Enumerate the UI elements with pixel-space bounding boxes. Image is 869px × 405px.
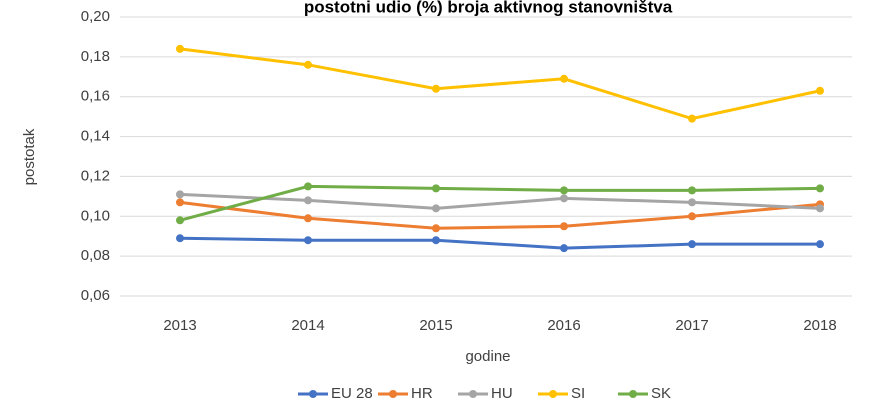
legend-marker: [549, 390, 557, 398]
point: [560, 74, 568, 83]
point: [816, 204, 824, 213]
point: [176, 44, 184, 53]
legend-marker: [629, 390, 637, 398]
point: [688, 198, 696, 207]
point: [432, 224, 440, 233]
y-axis-label: postotak: [21, 128, 38, 185]
x-tick-label: 2018: [803, 317, 836, 334]
series-line: [179, 200, 821, 230]
y-tick-label: 0,06: [81, 287, 110, 304]
x-tick-label: 2017: [675, 317, 708, 334]
point: [560, 194, 568, 203]
series-line: [179, 184, 821, 222]
point: [176, 216, 184, 225]
point: [560, 244, 568, 253]
x-axis-label: godine: [465, 348, 510, 365]
series-line: [179, 236, 820, 250]
point: [432, 184, 440, 193]
legend-label: EU 28: [331, 385, 373, 402]
point: [304, 196, 312, 205]
y-tick-label: 0,10: [81, 207, 110, 224]
point: [304, 236, 312, 245]
legend-marker: [389, 390, 397, 398]
point: [688, 240, 696, 249]
point: [688, 186, 696, 195]
y-tick-label: 0,14: [81, 128, 110, 145]
legend-label: SI: [571, 385, 585, 402]
y-tick-label: 0,18: [81, 48, 110, 65]
point: [432, 84, 440, 93]
y-tick-label: 0,16: [81, 88, 110, 105]
legend-label: SK: [651, 385, 671, 402]
x-tick-label: 2015: [419, 317, 452, 334]
point: [816, 86, 824, 95]
point: [560, 186, 568, 195]
point: [560, 222, 568, 231]
legend-label: HR: [411, 385, 433, 402]
chart-title: postotni udio (%) broja aktivnog stanovn…: [304, 0, 673, 16]
y-tick-label: 0,20: [81, 8, 110, 25]
point: [688, 114, 696, 123]
point: [304, 60, 312, 69]
point: [176, 190, 184, 199]
legend-marker: [469, 390, 477, 398]
x-tick-label: 2016: [547, 317, 580, 334]
legend-label: HU: [491, 385, 513, 402]
legend-marker: [309, 390, 317, 398]
point: [304, 214, 312, 223]
point: [816, 184, 824, 193]
y-tick-label: 0,12: [81, 167, 110, 184]
point: [432, 204, 440, 213]
point: [816, 240, 824, 249]
point: [304, 182, 312, 191]
point: [176, 198, 184, 207]
point: [176, 234, 184, 243]
x-tick-label: 2013: [163, 317, 196, 334]
series-line: [179, 47, 821, 121]
series-line: [179, 192, 821, 210]
point: [688, 212, 696, 221]
x-tick-label: 2014: [291, 317, 324, 334]
point: [432, 236, 440, 245]
y-tick-label: 0,08: [81, 247, 110, 264]
